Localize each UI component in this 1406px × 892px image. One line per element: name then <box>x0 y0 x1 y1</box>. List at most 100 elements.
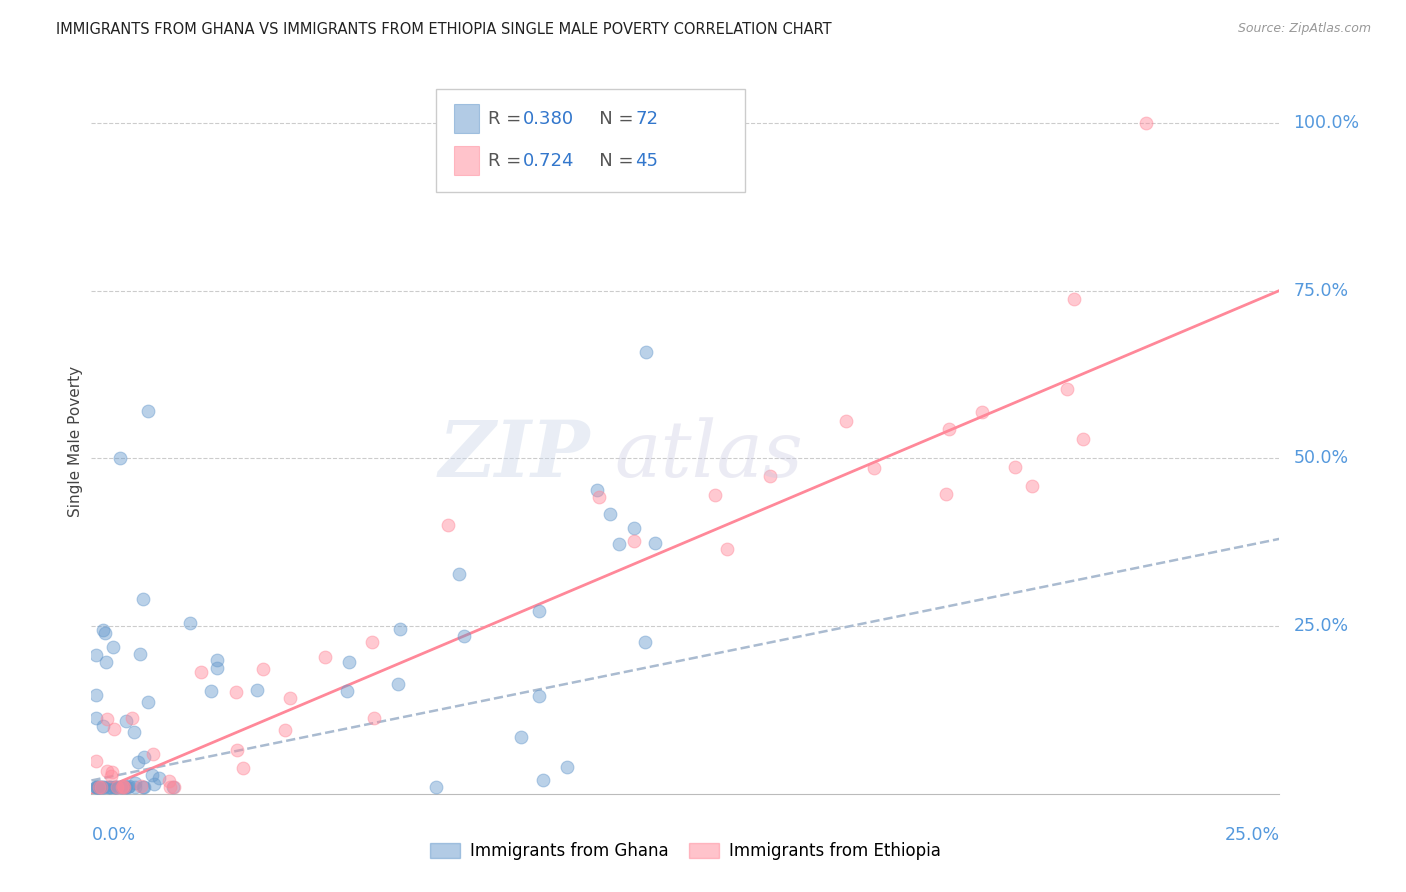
Point <box>87 780 110 794</box>
Point <box>117 779 139 793</box>
Point <box>111 780 134 794</box>
Point <box>87 780 110 794</box>
Point <box>103 723 125 737</box>
Point <box>972 405 994 419</box>
Point <box>90 780 112 794</box>
Point <box>97 780 120 794</box>
Point <box>148 772 170 786</box>
Point <box>599 507 621 521</box>
Point <box>200 684 222 698</box>
Point <box>87 780 110 794</box>
Point <box>527 689 550 703</box>
Point <box>141 768 163 782</box>
Point <box>104 780 127 794</box>
Point <box>138 404 160 418</box>
Point <box>863 461 886 475</box>
Text: ZIP: ZIP <box>439 417 591 494</box>
Text: N =: N = <box>582 110 640 128</box>
Point <box>100 768 122 782</box>
Text: 0.724: 0.724 <box>523 152 575 169</box>
Text: IMMIGRANTS FROM GHANA VS IMMIGRANTS FROM ETHIOPIA SINGLE MALE POVERTY CORRELATIO: IMMIGRANTS FROM GHANA VS IMMIGRANTS FROM… <box>56 22 832 37</box>
Point <box>112 780 135 794</box>
Point <box>1063 293 1085 307</box>
Text: Source: ZipAtlas.com: Source: ZipAtlas.com <box>1237 22 1371 36</box>
Point <box>132 591 155 606</box>
Text: 45: 45 <box>636 152 658 169</box>
Point <box>157 774 180 789</box>
Point <box>555 760 578 774</box>
Point <box>132 780 155 794</box>
Point <box>122 725 145 739</box>
Point <box>623 534 645 549</box>
Point <box>98 780 121 794</box>
Point <box>84 780 107 794</box>
Point <box>84 780 107 794</box>
Text: N =: N = <box>582 152 640 169</box>
Point <box>104 780 127 794</box>
Point <box>634 345 657 359</box>
Point <box>425 780 447 794</box>
Point <box>105 780 128 794</box>
Point <box>273 723 295 738</box>
Point <box>278 690 301 705</box>
Point <box>84 754 107 768</box>
Point <box>225 685 247 699</box>
Point <box>759 469 782 483</box>
Point <box>108 451 131 466</box>
Point <box>90 780 112 794</box>
Text: 75.0%: 75.0% <box>1294 282 1348 300</box>
Point <box>132 750 155 764</box>
Point <box>938 422 960 436</box>
Point <box>121 711 143 725</box>
Point <box>111 779 134 793</box>
Point <box>142 747 165 762</box>
Point <box>389 622 412 636</box>
Point <box>93 780 115 794</box>
Point <box>124 776 146 790</box>
Point <box>94 626 117 640</box>
Point <box>205 661 228 675</box>
Point <box>588 491 610 505</box>
Text: 0.0%: 0.0% <box>91 826 135 844</box>
Point <box>91 719 114 733</box>
Point <box>252 662 274 676</box>
Point <box>84 648 107 662</box>
Point <box>205 653 228 667</box>
Point <box>716 542 738 557</box>
Point <box>1135 116 1157 130</box>
Point <box>623 521 645 535</box>
Point <box>1021 479 1043 493</box>
Point <box>136 695 159 709</box>
Point <box>87 780 110 794</box>
Point <box>105 780 128 794</box>
Point <box>86 711 108 725</box>
Point <box>96 655 118 669</box>
Point <box>114 780 136 794</box>
Point <box>114 714 136 728</box>
Point <box>163 780 186 794</box>
Point <box>179 616 201 631</box>
Point <box>336 683 359 698</box>
Point <box>110 780 132 794</box>
Point <box>89 780 111 794</box>
Text: 25.0%: 25.0% <box>1294 617 1348 635</box>
Point <box>84 688 107 702</box>
Point <box>510 730 533 744</box>
Point <box>387 677 409 691</box>
Y-axis label: Single Male Poverty: Single Male Poverty <box>67 366 83 517</box>
Point <box>96 712 118 726</box>
Point <box>93 623 115 637</box>
Point <box>436 518 458 533</box>
Point <box>226 743 249 757</box>
Text: atlas: atlas <box>614 417 803 494</box>
Point <box>607 537 630 551</box>
Point <box>232 761 254 775</box>
Point <box>86 780 108 794</box>
Point <box>246 682 269 697</box>
Point <box>363 711 385 725</box>
Text: 72: 72 <box>636 110 658 128</box>
Point <box>339 656 361 670</box>
Point <box>449 567 471 582</box>
Point <box>115 780 138 794</box>
Point <box>835 414 858 428</box>
